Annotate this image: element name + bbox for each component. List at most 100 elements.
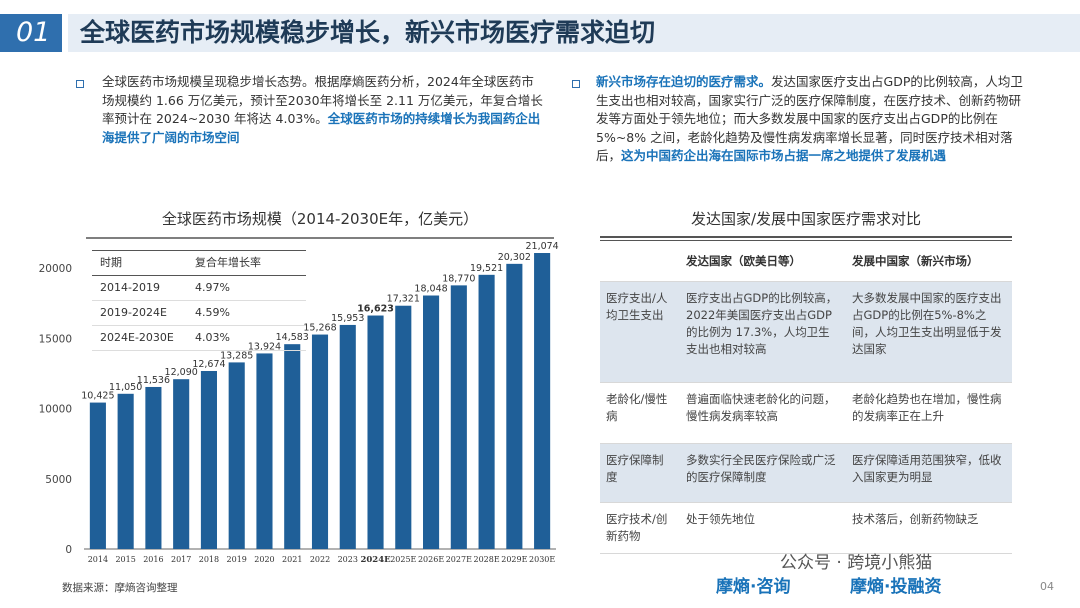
bar-2029E (506, 263, 523, 549)
bar-value-label: 19,521 (470, 263, 503, 274)
page-title: 全球医药市场规模稳步增长，新兴市场医疗需求迫切 (80, 18, 656, 47)
cagr-rate: 4.97% (195, 281, 230, 294)
bar-2016 (145, 386, 162, 549)
left-paragraph-text: 全球医药市场规模呈现稳步增长态势。根据摩熵医药分析，2024年全球医药市场规模约… (102, 74, 543, 126)
table-row: 医疗技术/创新药物 处于领先地位 技术落后，创新药物缺乏 (600, 503, 1012, 554)
x-tick-label: 2015 (115, 555, 135, 564)
x-tick-label: 2020 (254, 555, 274, 564)
comparison-header-developed: 发达国家（欧美日等） (686, 254, 801, 268)
x-tick-label: 2023 (338, 555, 358, 564)
x-tick-label: 2018 (199, 555, 219, 564)
x-tick-label: 2017 (171, 555, 191, 564)
cagr-header-rate: 复合年增长率 (195, 256, 261, 269)
x-tick-label: 2027E (446, 555, 472, 564)
comparison-header-row: 发达国家（欧美日等） 发展中国家（新兴市场） (600, 240, 1012, 282)
table-row: 2014-2019 4.97% (92, 276, 306, 301)
section-number-badge (0, 14, 62, 52)
bar-value-label: 18,048 (414, 284, 447, 295)
comparison-cell-developing: 老龄化趋势也在增加，慢性病的发病率正在上升 (852, 392, 1002, 423)
bar-2020 (256, 353, 273, 549)
cagr-rate: 4.59% (195, 306, 230, 319)
bar-2018 (200, 370, 217, 549)
table-row: 医疗保障制度 多数实行全民医疗保险或广泛的医疗保障制度 医疗保障适用范围狭窄，低… (600, 444, 1012, 503)
bar-2017 (173, 379, 190, 549)
chart-title: 全球医药市场规模（2014-2030E年，亿美元） (161, 210, 479, 228)
bar-2027E (450, 285, 467, 549)
x-tick-label: 2021 (282, 555, 302, 564)
comparison-table-title: 发达国家/发展中国家医疗需求对比 (690, 210, 922, 228)
bar-2022 (311, 334, 329, 549)
table-row: 2024E-2030E 4.03% (92, 326, 306, 351)
table-row: 医疗支出/人均卫生支出 医疗支出占GDP的比例较高，2022年美国医疗支出占GD… (600, 282, 1012, 383)
comparison-cell-developed: 多数实行全民医疗保险或广泛的医疗保障制度 (686, 453, 836, 484)
left-paragraph-highlight: 全球医药市场的持续增长为我国药企出海提供了广阔的市场空间 (102, 111, 541, 145)
cagr-period: 2024E-2030E (100, 331, 174, 344)
comparison-table: 发达国家（欧美日等） 发展中国家（新兴市场） 医疗支出/人均卫生支出 医疗支出占… (600, 240, 1012, 554)
y-tick-label: 5000 (45, 474, 72, 486)
comparison-row-label: 医疗支出/人均卫生支出 (606, 291, 668, 322)
comparison-cell-developing: 技术落后，创新药物缺乏 (852, 512, 979, 526)
y-tick-label: 0 (65, 544, 72, 556)
comparison-row-label: 医疗技术/创新药物 (606, 512, 668, 543)
title-bar (68, 14, 1080, 52)
data-source: 数据来源：摩熵咨询整理 (62, 582, 178, 594)
x-tick-label: 2028E (473, 555, 499, 564)
right-paragraph-highlight-2: 这为中国药企出海在国际市场占据一席之地提供了发展机遇 (621, 148, 947, 163)
bar-2021 (284, 344, 301, 549)
cagr-header-period: 时期 (100, 256, 122, 269)
x-tick-label: 2014 (88, 555, 108, 564)
bar-2024E (367, 315, 384, 549)
section-number: 01 (16, 17, 51, 48)
cagr-table: 时期 复合年增长率 2014-2019 4.97% 2019-2024E 4.5… (92, 250, 306, 351)
bar-2023 (339, 324, 356, 549)
page-number: 04 (1040, 580, 1054, 593)
x-tick-label: 2022 (310, 555, 330, 564)
bar-value-label: 15,953 (331, 313, 364, 324)
x-tick-label: 2030E (529, 555, 555, 564)
bar-value-label: 12,090 (165, 367, 198, 378)
bar-2019 (228, 362, 245, 549)
right-paragraph: 新兴市场存在迫切的医疗需求。发达国家医疗支出占GDP的比例较高，人均卫生支出也相… (596, 73, 1032, 166)
bar-2030E (534, 253, 551, 549)
y-tick-label: 15000 (39, 333, 72, 345)
comparison-header-developing: 发展中国家（新兴市场） (852, 254, 979, 268)
header: 01 全球医药市场规模稳步增长，新兴市场医疗需求迫切 (0, 0, 1080, 66)
logo-consulting: 摩熵·咨询 (716, 577, 791, 597)
watermark-text: 公众号 · 跨境小熊猫 (780, 553, 933, 573)
y-tick-label: 10000 (39, 404, 72, 416)
comparison-cell-developed: 普遍面临快速老龄化的问题，慢性病发病率较高 (686, 392, 836, 423)
table-row: 2019-2024E 4.59% (92, 301, 306, 326)
bar-2025E (395, 305, 412, 549)
cagr-period: 2014-2019 (100, 281, 160, 294)
bar-value-label: 17,321 (387, 294, 420, 305)
logo-investment: 摩熵·投融资 (850, 577, 942, 597)
table-row: 老龄化/慢性病 普遍面临快速老龄化的问题，慢性病发病率较高 老龄化趋势也在增加，… (600, 383, 1012, 444)
comparison-cell-developing: 医疗保障适用范围狭窄，低收入国家更为明显 (852, 453, 1002, 484)
bar-value-label: 13,285 (220, 350, 253, 361)
x-tick-label: 2025E (390, 555, 416, 564)
x-tick-label: 2026E (418, 555, 444, 564)
bar-2015 (117, 393, 134, 549)
bar-value-label: 15,268 (303, 323, 336, 334)
left-paragraph: 全球医药市场规模呈现稳步增长态势。根据摩熵医药分析，2024年全球医药市场规模约… (102, 73, 546, 147)
bullet-square-icon (76, 80, 84, 88)
bar-2026E (423, 295, 440, 549)
divider (600, 236, 1012, 238)
cagr-header-row: 时期 复合年增长率 (92, 250, 306, 276)
comparison-cell-developed: 处于领先地位 (686, 512, 755, 526)
bar-value-label: 12,674 (192, 359, 225, 370)
cagr-period: 2019-2024E (100, 306, 167, 319)
x-tick-label: 2016 (143, 555, 163, 564)
bar-2014 (89, 402, 106, 549)
bar-value-label: 16,623 (357, 304, 394, 315)
x-tick-label: 2029E (501, 555, 527, 564)
bar-value-label: 20,302 (498, 252, 531, 263)
bar-value-label: 21,074 (525, 241, 558, 252)
bullet-square-icon (572, 80, 580, 88)
cagr-rate: 4.03% (195, 331, 230, 344)
comparison-cell-developed: 医疗支出占GDP的比例较高，2022年美国医疗支出占GDP的比例为 17.3%，… (686, 291, 838, 356)
bar-value-label: 10,425 (81, 391, 114, 402)
y-tick-label: 20000 (39, 263, 72, 275)
x-tick-label: 2024E (360, 555, 391, 565)
comparison-row-label: 老龄化/慢性病 (606, 392, 668, 423)
